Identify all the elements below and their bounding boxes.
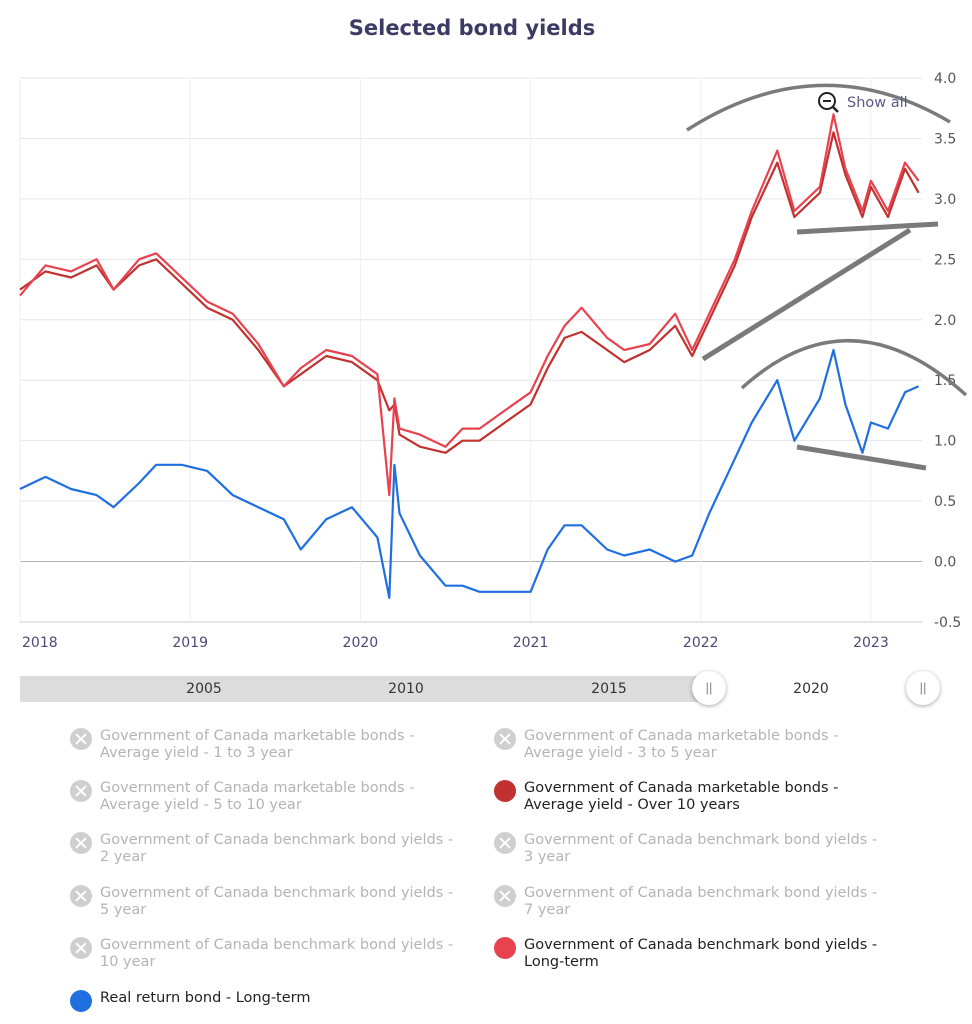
legend-item[interactable]: Real return bond - Long-term (70, 990, 465, 1012)
legend-label: Government of Canada benchmark bond yiel… (100, 937, 454, 970)
x-tick-label: 2023 (853, 635, 889, 651)
annotation-arc-lower (740, 338, 968, 397)
navigator-right-handle[interactable]: || (906, 671, 940, 705)
legend-marker-icon (70, 990, 92, 1012)
x-tick-label: 2021 (513, 635, 549, 651)
legend-item[interactable]: Government of Canada marketable bonds - … (494, 780, 889, 814)
x-axis-ticks: 2018 2019 2020 2021 2022 2023 (22, 635, 889, 651)
legend-item[interactable]: Government of Canada benchmark bond yiel… (494, 885, 889, 919)
legend-marker-icon (70, 780, 92, 802)
legend-marker-icon (494, 780, 516, 802)
annotation-support-lower (796, 444, 927, 471)
legend-label: Government of Canada benchmark bond yiel… (100, 885, 454, 918)
navigator-label: 2020 (793, 681, 829, 697)
legend-marker-icon (70, 728, 92, 750)
legend-marker-icon (494, 832, 516, 854)
range-navigator[interactable]: 2005 2010 2015 2020 || || (20, 671, 942, 705)
y-tick-label: 0.0 (934, 555, 956, 571)
legend-item[interactable]: Government of Canada benchmark bond yiel… (70, 937, 465, 971)
legend-label: Government of Canada marketable bonds - … (100, 780, 415, 813)
show-all-button[interactable]: Show all (818, 92, 908, 113)
navigator-selection[interactable] (709, 676, 942, 702)
legend-label: Government of Canada marketable bonds - … (524, 728, 839, 761)
line-chart: 4.0 3.5 3.0 2.5 2.0 1.5 1.0 0.5 0.0 -0.5 2018 2019… (19, 71, 968, 651)
legend-item[interactable]: Government of Canada marketable bonds - … (70, 780, 465, 814)
legend-marker-icon (494, 885, 516, 907)
x-tick-label: 2020 (343, 635, 379, 651)
show-all-label[interactable]: Show all (847, 95, 908, 111)
y-tick-label: 2.0 (934, 313, 956, 329)
chart-title: Selected bond yields (348, 16, 596, 40)
legend-marker-icon (494, 728, 516, 750)
legend-item[interactable]: Government of Canada benchmark bond yiel… (494, 832, 889, 866)
series-line (19, 131, 920, 454)
legend-marker-icon (70, 937, 92, 959)
navigator-label: 2005 (186, 681, 222, 697)
x-tick-label: 2018 (22, 635, 58, 651)
legend-item[interactable]: Government of Canada marketable bonds - … (70, 728, 465, 762)
grid-lines (19, 77, 922, 623)
legend-label: Real return bond - Long-term (100, 990, 311, 1006)
x-tick-label: 2019 (172, 635, 208, 651)
y-tick-label: 1.5 (934, 373, 956, 389)
legend-item[interactable]: Government of Canada marketable bonds - … (494, 728, 889, 762)
legend-label: Government of Canada benchmark bond yiel… (524, 885, 878, 918)
y-tick-label: 2.5 (934, 252, 956, 268)
legend-label: Government of Canada benchmark bond yiel… (524, 937, 878, 970)
y-axis-ticks: 4.0 3.5 3.0 2.5 2.0 1.5 1.0 0.5 0.0 -0.5 (934, 71, 961, 631)
series-line (19, 113, 920, 497)
legend-label: Government of Canada marketable bonds - … (524, 780, 839, 813)
y-tick-label: 3.0 (934, 192, 956, 208)
annotation-arc-upper (686, 83, 951, 132)
y-tick-label: 1.0 (934, 434, 956, 450)
series-line (19, 348, 920, 599)
annotation-trend-line (701, 227, 912, 362)
y-tick-label: 4.0 (934, 71, 956, 87)
legend-marker-icon (494, 937, 516, 959)
legend-label: Government of Canada marketable bonds - … (100, 728, 415, 761)
legend-item[interactable]: Government of Canada benchmark bond yiel… (70, 832, 465, 866)
legend-marker-icon (70, 832, 92, 854)
legend-label: Government of Canada benchmark bond yiel… (524, 832, 878, 865)
legend-label: Government of Canada benchmark bond yiel… (100, 832, 454, 865)
legend-marker-icon (70, 885, 92, 907)
navigator-label: 2015 (591, 681, 627, 697)
annotation-marks (686, 83, 968, 471)
y-tick-label: 0.5 (934, 494, 956, 510)
x-tick-label: 2022 (683, 635, 719, 651)
annotation-support-upper (796, 221, 939, 235)
navigator-label: 2010 (388, 681, 424, 697)
y-tick-label: -0.5 (934, 615, 961, 631)
navigator-left-handle[interactable]: || (692, 671, 726, 705)
y-tick-label: 3.5 (934, 131, 956, 147)
legend-item[interactable]: Government of Canada benchmark bond yiel… (70, 885, 465, 919)
legend-item[interactable]: Government of Canada benchmark bond yiel… (494, 937, 889, 971)
series-lines (19, 113, 920, 599)
